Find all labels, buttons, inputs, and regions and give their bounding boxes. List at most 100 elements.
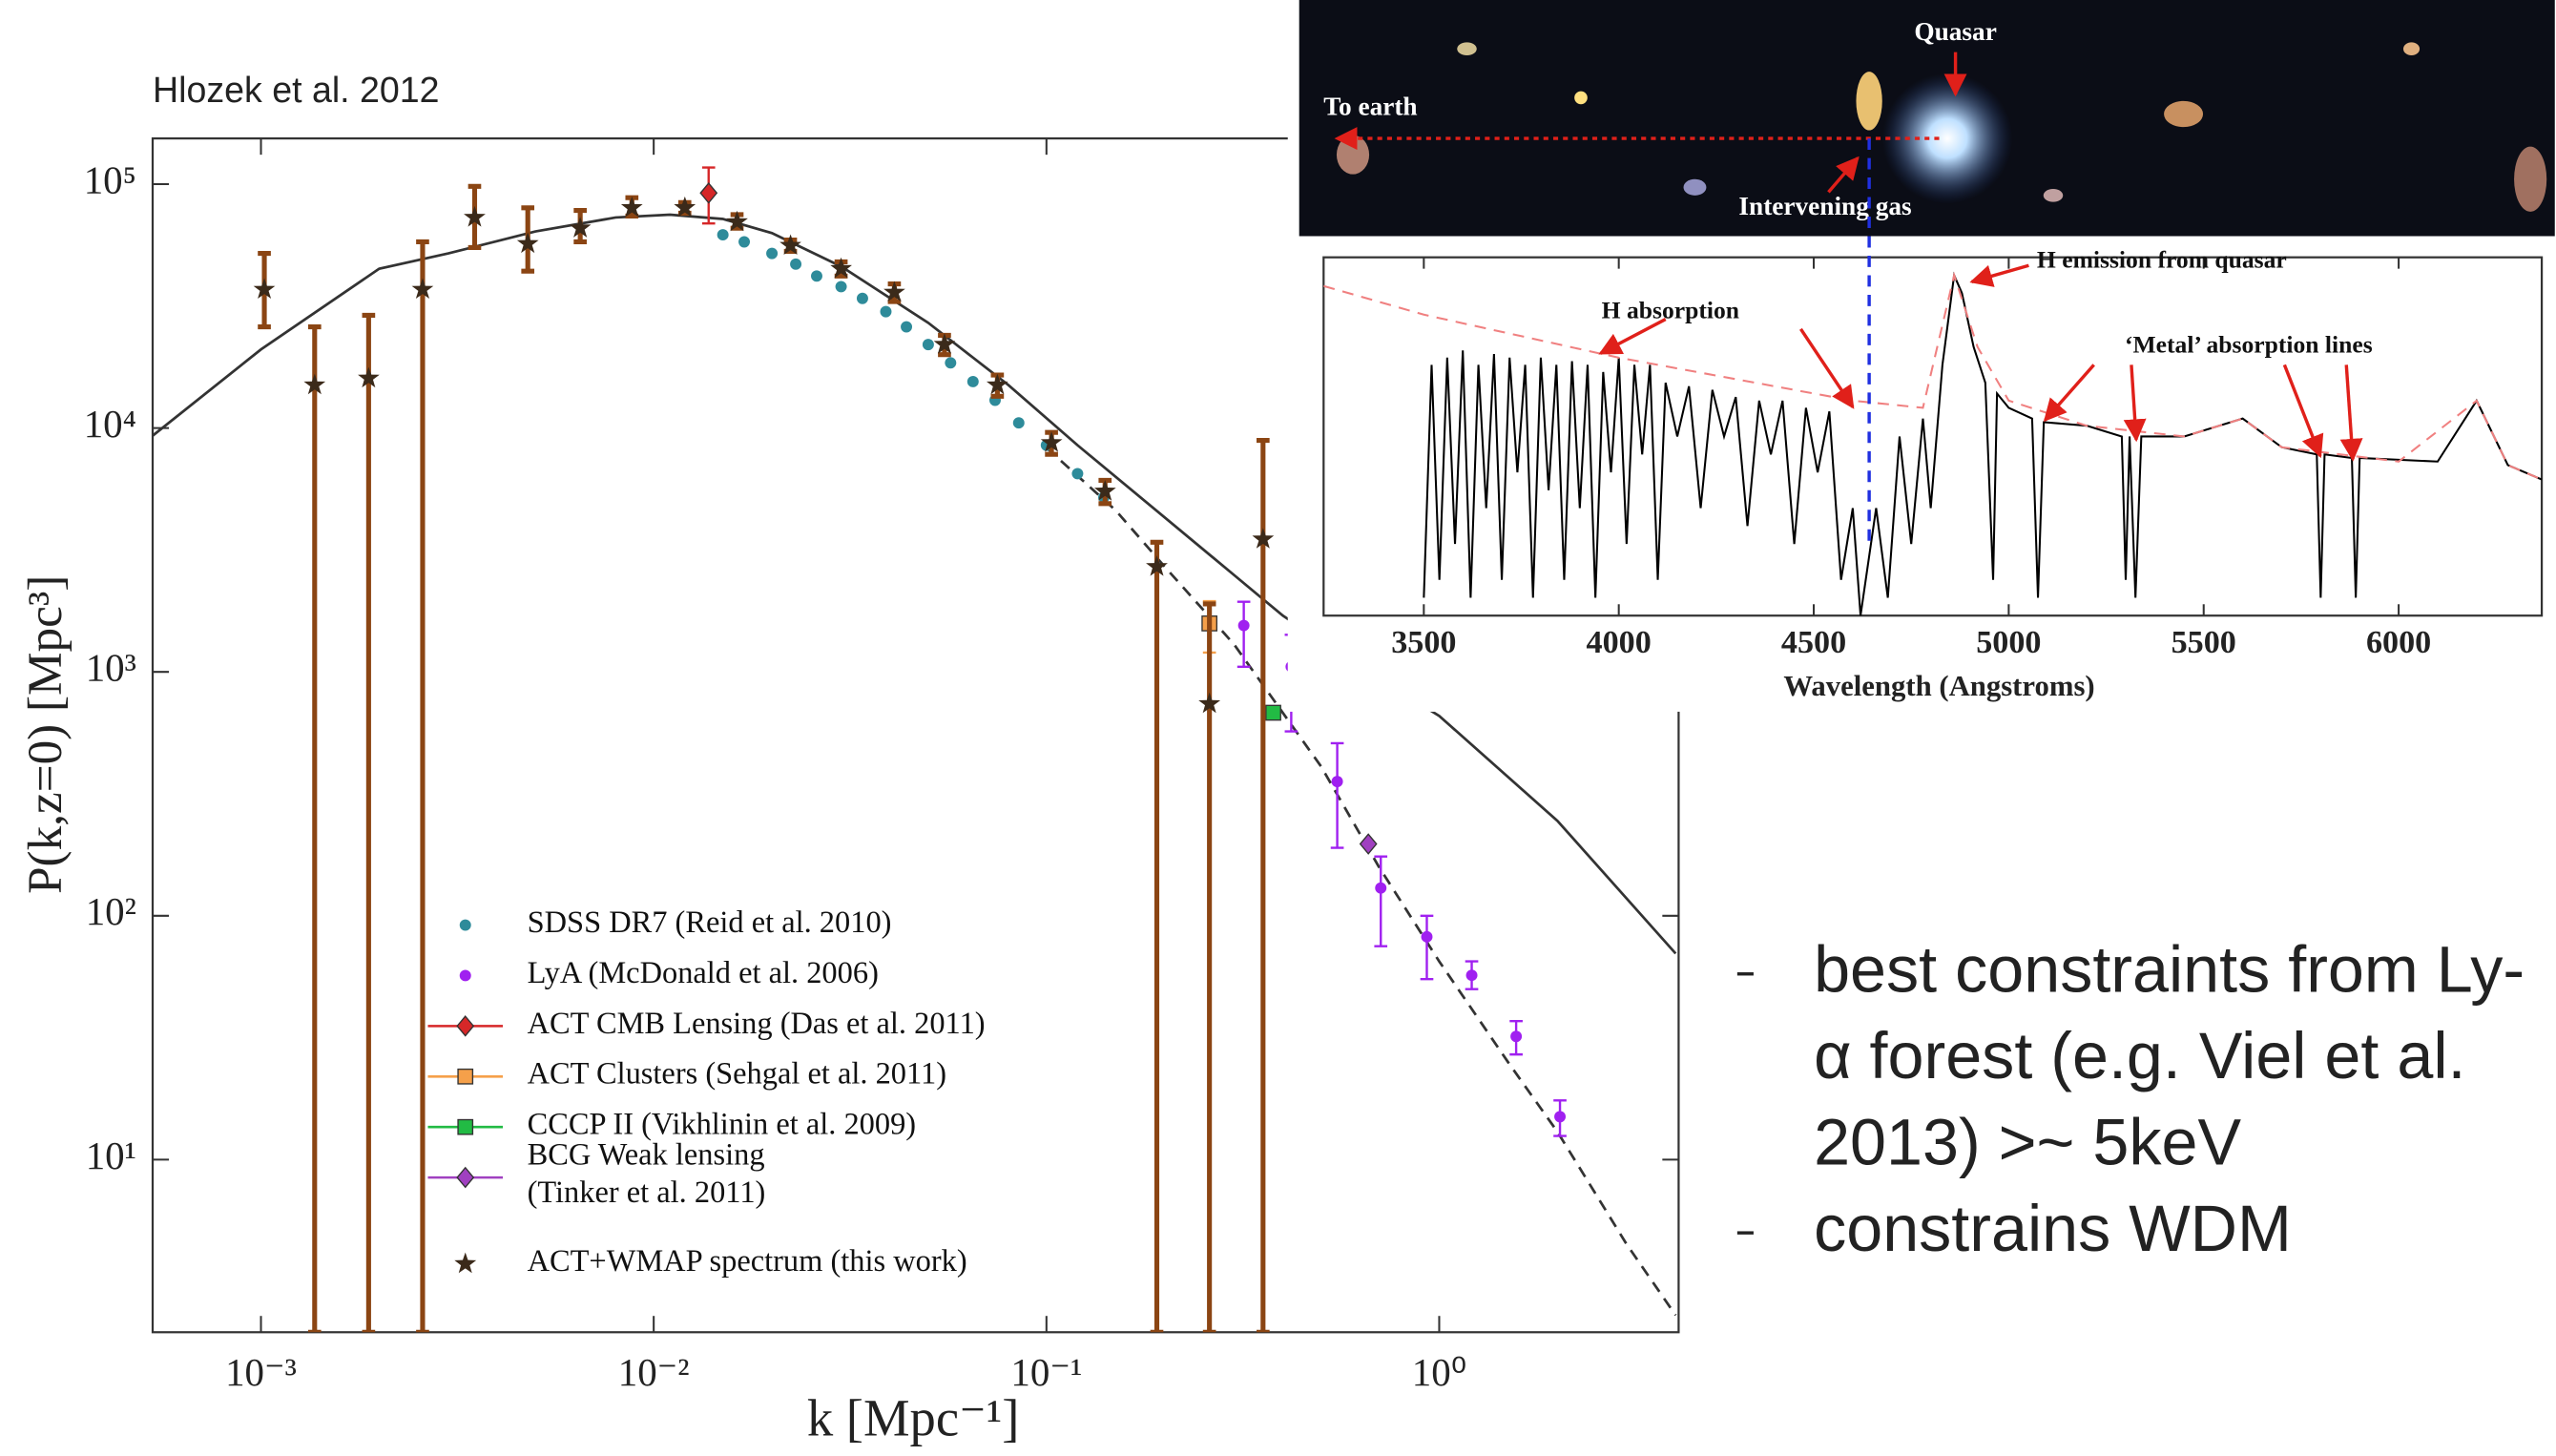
point	[933, 333, 956, 354]
x-axis-label: k [Mpc⁻¹]	[807, 1388, 1020, 1446]
x-axis-label: Wavelength (Angstroms)	[1783, 670, 2094, 702]
galaxy	[1856, 72, 1882, 131]
x-tick-label: 10⁻¹	[1010, 1350, 1082, 1394]
point	[835, 281, 847, 293]
point	[945, 357, 957, 369]
point	[674, 196, 696, 218]
legend-label: SDSS DR7 (Reid et al. 2010)	[528, 905, 892, 940]
error-bar	[1236, 600, 1251, 668]
annotation: H emission from quasar	[2037, 246, 2287, 274]
sky-image: Quasar To earth Intervening gas	[1299, 0, 2555, 237]
x-tick-label: 4500	[1781, 625, 1846, 660]
x-tick-label: 10⁻³	[225, 1350, 297, 1394]
legend-marker	[459, 969, 471, 982]
annotation-arrows	[1598, 263, 2363, 462]
galaxy	[1574, 91, 1588, 105]
point	[569, 217, 592, 238]
point	[1146, 555, 1168, 576]
galaxy	[1683, 178, 1707, 196]
arrow	[1827, 156, 1860, 194]
point	[1071, 468, 1084, 480]
point	[1359, 833, 1378, 855]
image-label: Intervening gas	[1738, 192, 1911, 220]
series-line	[1323, 271, 2543, 481]
spectrum-chart: 3500 4000 4500 5000 5500 6000 Wavelength (Angs…	[1322, 246, 2544, 702]
legend-marker	[457, 1068, 474, 1085]
citation: Hlozek et al. 2012	[153, 70, 440, 110]
error-bar	[1420, 914, 1434, 981]
arrow	[2339, 364, 2363, 462]
point	[811, 270, 822, 282]
arrow	[2123, 364, 2147, 443]
arrow	[2043, 364, 2095, 423]
x-tick-label: 5000	[1976, 625, 2041, 660]
point	[1554, 1111, 1567, 1123]
y-tick-label: 10⁴	[84, 402, 136, 446]
point	[766, 247, 779, 260]
arrow	[1969, 263, 2029, 287]
legend-label: ACT+WMAP spectrum (this work)	[528, 1244, 967, 1279]
bullet-dash	[1736, 1231, 1754, 1235]
legend-marker	[454, 1252, 477, 1274]
series-line	[1045, 447, 1677, 1317]
bullet: best constraints from Ly-α forest (e.g. …	[1728, 928, 2542, 1187]
error-bar	[307, 323, 322, 1333]
galaxy	[2164, 100, 2204, 128]
point	[790, 258, 802, 270]
point	[883, 281, 905, 302]
galaxy	[1336, 135, 1370, 175]
series-line	[1423, 271, 2543, 616]
legend-marker	[457, 1118, 474, 1135]
image-label: Quasar	[1914, 17, 1996, 46]
x-tick-label: 3500	[1391, 625, 1456, 660]
plot-area	[1323, 271, 2543, 616]
legend-label: ACT Clusters (Sehgal et al. 2011)	[528, 1057, 946, 1092]
legend-label: CCCP II (Vikhlinin et al. 2009)	[528, 1108, 917, 1142]
legend-label: LyA (McDonald et al. 2006)	[528, 956, 879, 990]
point	[358, 366, 380, 388]
point	[1040, 431, 1063, 452]
point	[779, 234, 801, 255]
point	[738, 236, 751, 248]
point	[411, 278, 434, 300]
arrow	[2282, 364, 2324, 459]
point	[986, 373, 1008, 395]
x-tick-label: 4000	[1587, 625, 1652, 660]
point	[1093, 480, 1116, 501]
legend-marker	[456, 1015, 475, 1037]
y-tick-label: 10⁵	[84, 157, 136, 201]
legend: SDSS DR7 (Reid et al. 2010) LyA (McDonald…	[427, 905, 986, 1279]
point	[1252, 528, 1275, 549]
x-tick-label: 10⁰	[1412, 1350, 1466, 1394]
point	[1421, 930, 1433, 943]
bullet-list: best constraints from Ly-α forest (e.g. …	[1728, 928, 2542, 1274]
point	[1012, 417, 1025, 429]
bullet-dash	[1736, 972, 1754, 976]
quasar	[1881, 73, 2013, 204]
point	[620, 196, 643, 218]
annotation: ‘Metal’ absorption lines	[2125, 330, 2373, 358]
point	[1237, 619, 1250, 632]
x-tick-label: 10⁻²	[618, 1350, 690, 1394]
galaxy	[2402, 42, 2421, 56]
galaxy	[2043, 189, 2064, 202]
galaxy	[2514, 146, 2547, 212]
legend-label: ACT CMB Lensing (Das et al. 2011)	[528, 1007, 986, 1041]
error-bar	[1202, 601, 1216, 1333]
bullet-text: best constraints from Ly-α forest (e.g. …	[1814, 934, 2525, 1179]
point	[880, 305, 892, 318]
annotation: H absorption	[1602, 297, 1739, 324]
image-label: To earth	[1323, 93, 1417, 121]
y-tick-label: 10³	[86, 646, 136, 690]
point	[253, 278, 276, 300]
legend-marker	[459, 919, 471, 931]
y-tick-label: 10²	[86, 889, 136, 933]
point	[699, 181, 718, 204]
point	[901, 321, 913, 333]
x-tick-label: 5500	[2172, 625, 2236, 660]
point	[464, 205, 486, 227]
error-bar	[1150, 539, 1164, 1333]
error-bar	[1330, 741, 1344, 849]
